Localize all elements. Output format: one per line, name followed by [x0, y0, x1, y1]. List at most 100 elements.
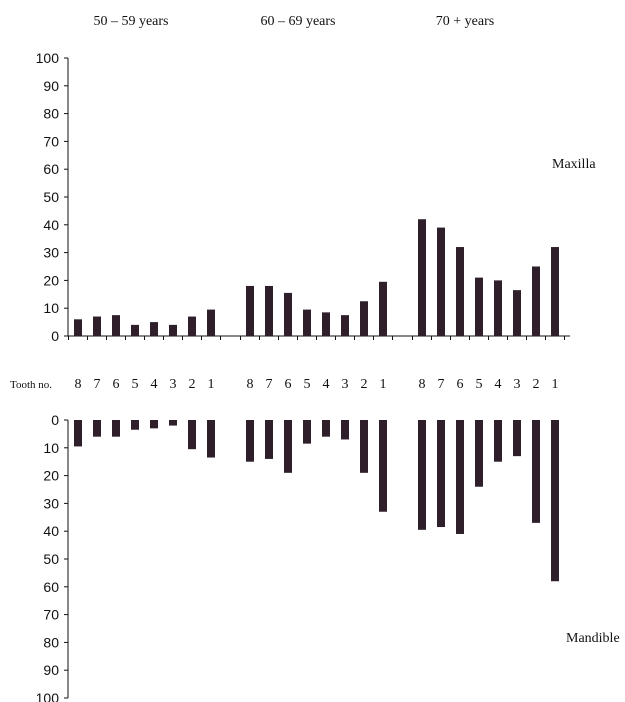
y-tick-label: 10: [43, 300, 59, 316]
mandible-y-axis: 0 10 20 30 40 50 60 70 80 90 100: [36, 412, 69, 702]
y-tick-label: 100: [36, 690, 60, 702]
y-tick-label: 100: [36, 50, 60, 66]
mandible-bar: [303, 420, 311, 444]
tooth-number-label: 1: [552, 377, 559, 392]
maxilla-bar: [169, 324, 177, 336]
tooth-axis-label: Tooth no.: [10, 379, 52, 391]
mandible-bar: [207, 420, 215, 458]
age-group-label: 70 + years: [436, 14, 494, 29]
maxilla-bar: [532, 266, 540, 336]
maxilla-y-axis: 0 10 20 30 40 50 60 70 80 90 100: [36, 50, 570, 344]
maxilla-bar: [322, 312, 330, 336]
maxilla-label: Maxilla: [552, 157, 596, 172]
tooth-number-label: 2: [533, 377, 540, 392]
y-tick-label: 30: [43, 495, 59, 511]
maxilla-bar: [437, 227, 445, 336]
mandible-bar: [188, 420, 196, 450]
maxilla-bar: [150, 322, 158, 336]
maxilla-bar: [360, 301, 368, 336]
mandible-bar: [532, 420, 540, 523]
maxilla-bar: [246, 285, 254, 336]
maxilla-bars: [74, 219, 559, 336]
tooth-number-label: 7: [438, 377, 445, 392]
maxilla-bar: [265, 285, 273, 336]
mandible-bar: [112, 420, 120, 437]
mandible-bar: [265, 420, 273, 459]
maxilla-bar: [379, 281, 387, 336]
tooth-number-label: 8: [247, 377, 254, 392]
tooth-number-label: 7: [266, 377, 273, 392]
y-tick-label: 20: [43, 468, 59, 484]
y-tick-label: 90: [43, 78, 59, 94]
tooth-number-label: 1: [208, 377, 215, 392]
tooth-number-label: 1: [380, 377, 387, 392]
tooth-number-label: 7: [94, 377, 101, 392]
tooth-number-label: 8: [419, 377, 426, 392]
y-tick-label: 70: [43, 133, 59, 149]
tooth-number-label: 2: [361, 377, 368, 392]
mandible-bar: [284, 420, 292, 473]
mandible-bar: [494, 420, 502, 462]
tooth-number-label: 4: [495, 377, 502, 392]
mandible-bar: [360, 420, 368, 473]
mandible-bar: [437, 420, 445, 528]
tooth-number-label: 2: [189, 377, 196, 392]
maxilla-bar: [456, 247, 464, 336]
y-tick-label: 90: [43, 662, 59, 678]
tooth-number-label: 4: [323, 377, 330, 392]
mandible-bar: [341, 420, 349, 440]
y-tick-label: 0: [51, 328, 59, 344]
maxilla-bar: [284, 292, 292, 336]
tooth-number-label: 5: [476, 377, 483, 392]
maxilla-bar: [551, 247, 559, 336]
maxilla-bar: [475, 277, 483, 336]
age-group-label: 50 – 59 years: [93, 14, 168, 29]
y-tick-label: 30: [43, 245, 59, 261]
age-group-label: 60 – 69 years: [260, 14, 335, 29]
maxilla-bar: [207, 309, 215, 336]
maxilla-bar: [341, 315, 349, 336]
y-tick-label: 50: [43, 189, 59, 205]
tooth-number-label: 3: [514, 377, 521, 392]
tooth-number-label: 4: [151, 377, 158, 392]
mandible-bar: [379, 420, 387, 512]
maxilla-bar: [93, 316, 101, 336]
tooth-number-label: 5: [304, 377, 311, 392]
tooth-number-label: 6: [113, 377, 120, 392]
maxilla-bar: [188, 316, 196, 336]
y-tick-label: 50: [43, 551, 59, 567]
tooth-number-label: 6: [457, 377, 464, 392]
mandible-bar: [418, 420, 426, 530]
y-tick-label: 60: [43, 161, 59, 177]
y-tick-label: 60: [43, 579, 59, 595]
maxilla-bar: [303, 309, 311, 336]
mandible-bar: [74, 420, 82, 447]
mandible-bar: [513, 420, 521, 457]
tooth-number-label: 5: [132, 377, 139, 392]
maxilla-bar: [112, 315, 120, 336]
maxilla-bar: [513, 290, 521, 336]
mandible-bar: [246, 420, 254, 462]
mandible-bar: [322, 420, 330, 437]
y-tick-label: 0: [51, 412, 59, 428]
mandible-bar: [456, 420, 464, 534]
tooth-number-label: 8: [75, 377, 82, 392]
maxilla-bar: [131, 324, 139, 336]
tooth-number-label: 3: [170, 377, 177, 392]
y-tick-label: 40: [43, 217, 59, 233]
y-tick-label: 40: [43, 523, 59, 539]
mandible-bar: [150, 420, 158, 429]
y-tick-label: 70: [43, 607, 59, 623]
y-tick-label: 10: [43, 440, 59, 456]
mandible-bar: [169, 420, 177, 426]
tooth-number-label: 3: [342, 377, 349, 392]
mandible-bar: [475, 420, 483, 487]
mandible-label: Mandible: [566, 631, 620, 646]
maxilla-bar: [494, 280, 502, 336]
tooth-number-row: Tooth no. 8 7 6 5 4 3 2 1 8 7 6 5 4 3 2 1 8 7 6 5 4 3 2 1: [10, 377, 559, 392]
mandible-bars: [74, 420, 559, 582]
mandible-bar: [551, 420, 559, 582]
tooth-number-label: 6: [285, 377, 292, 392]
maxilla-bar: [418, 219, 426, 336]
